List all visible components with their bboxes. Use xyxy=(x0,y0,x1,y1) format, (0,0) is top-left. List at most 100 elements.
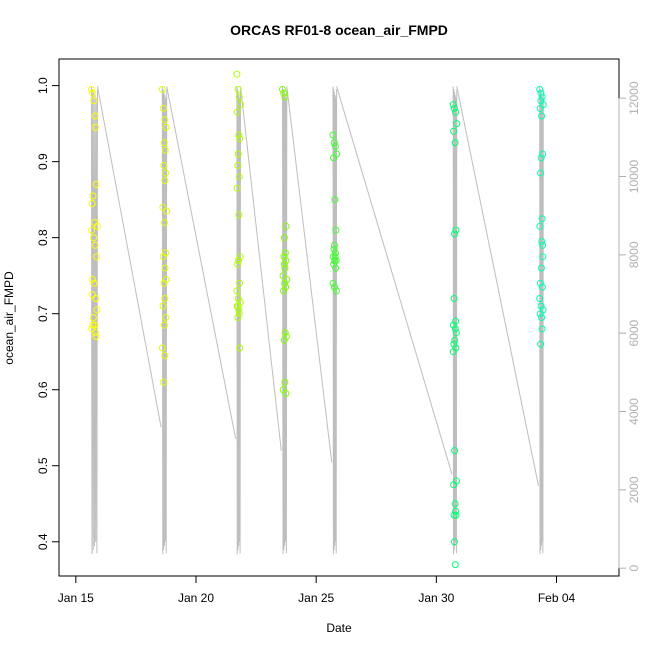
data-point xyxy=(280,89,288,97)
plot-frame xyxy=(58,58,620,577)
data-point xyxy=(451,230,459,238)
data-point xyxy=(89,192,97,200)
y2-tick-label: 0 xyxy=(627,565,641,572)
y-tick-label: 0.5 xyxy=(36,457,50,474)
altitude-spike xyxy=(236,86,241,555)
data-point xyxy=(538,215,546,223)
data-point xyxy=(159,302,167,310)
data-point xyxy=(280,287,287,295)
data-point xyxy=(235,131,243,139)
data-point xyxy=(93,253,100,261)
x-tick-label: Jan 20 xyxy=(178,591,214,605)
data-point xyxy=(280,260,288,268)
data-point xyxy=(233,184,241,192)
data-point xyxy=(235,93,243,101)
data-point xyxy=(87,85,95,93)
data-point xyxy=(450,340,458,348)
data-point xyxy=(538,314,546,321)
data-point xyxy=(93,306,101,314)
data-point xyxy=(332,264,340,272)
data-point xyxy=(161,295,169,302)
data-point xyxy=(330,260,338,268)
data-point xyxy=(332,287,340,295)
data-point xyxy=(331,249,339,257)
data-point xyxy=(161,116,169,124)
y-axis-left: 0.4 0.5 0.6 0.7 0.8 0.9 1.0 xyxy=(36,77,60,550)
data-point xyxy=(236,279,243,287)
data-point xyxy=(331,253,339,261)
data-point xyxy=(90,279,98,287)
x-tick-label: Jan 25 xyxy=(298,591,334,605)
data-point xyxy=(453,120,461,128)
data-point xyxy=(451,500,459,508)
data-point xyxy=(235,310,243,318)
altitude-transit xyxy=(336,86,453,475)
data-point xyxy=(452,511,460,519)
altitude-traces xyxy=(90,86,544,555)
data-point xyxy=(330,241,338,249)
data-point xyxy=(330,139,338,147)
data-point xyxy=(330,154,337,162)
data-point xyxy=(536,104,544,112)
x-tick-label: Feb 04 xyxy=(538,591,576,605)
data-point xyxy=(281,264,289,272)
data-point xyxy=(158,85,166,93)
data-point xyxy=(160,279,168,287)
data-point xyxy=(329,279,337,287)
data-point xyxy=(536,295,544,302)
data-point xyxy=(329,131,337,139)
data-point xyxy=(539,241,547,249)
data-point xyxy=(452,329,460,337)
data-point xyxy=(161,177,169,185)
data-point xyxy=(280,253,288,261)
data-point xyxy=(536,85,544,93)
data-point xyxy=(538,283,546,291)
altitude-transit xyxy=(456,86,539,487)
data-point xyxy=(160,161,168,169)
x-tick-label: Jan 15 xyxy=(58,591,94,605)
data-point xyxy=(235,257,242,264)
data-point xyxy=(235,211,243,219)
data-point xyxy=(450,127,458,135)
x-axis-label: Date xyxy=(326,621,352,635)
data-point xyxy=(234,85,242,93)
data-point xyxy=(449,101,457,109)
y-tick-label: 0.9 xyxy=(36,153,50,170)
altitude-transit xyxy=(286,86,333,463)
y2-tick-label: 2000 xyxy=(627,476,641,503)
data-point xyxy=(280,336,288,344)
y2-tick-label: 8000 xyxy=(627,241,641,268)
data-point xyxy=(279,85,286,93)
data-point xyxy=(162,276,170,283)
data-point xyxy=(160,139,168,147)
data-point xyxy=(91,329,99,337)
data-point xyxy=(90,234,98,242)
data-point xyxy=(162,314,170,321)
data-point xyxy=(90,97,98,105)
data-point xyxy=(536,310,544,318)
data-point xyxy=(537,154,545,162)
data-point xyxy=(159,253,167,261)
data-point xyxy=(234,260,242,268)
data-point xyxy=(537,302,545,310)
data-point xyxy=(452,108,460,116)
data-point xyxy=(450,295,458,302)
data-point xyxy=(236,344,244,352)
data-point xyxy=(158,344,166,352)
data-point xyxy=(282,333,290,340)
data-point xyxy=(235,173,243,181)
data-point xyxy=(233,108,241,116)
data-point xyxy=(89,276,97,283)
data-point xyxy=(234,161,242,169)
y2-tick-label: 6000 xyxy=(627,319,641,346)
data-point xyxy=(281,329,289,337)
data-point xyxy=(233,287,241,295)
y-tick-label: 0.4 xyxy=(36,533,50,550)
data-point xyxy=(331,142,339,150)
data-point xyxy=(92,123,99,131)
x-axis: Jan 15 Jan 20 Jan 25 Jan 30 Feb 04 xyxy=(58,575,576,605)
data-point xyxy=(451,139,459,147)
y-tick-label: 0.7 xyxy=(36,305,50,322)
data-point xyxy=(282,283,290,291)
data-point xyxy=(330,283,338,291)
